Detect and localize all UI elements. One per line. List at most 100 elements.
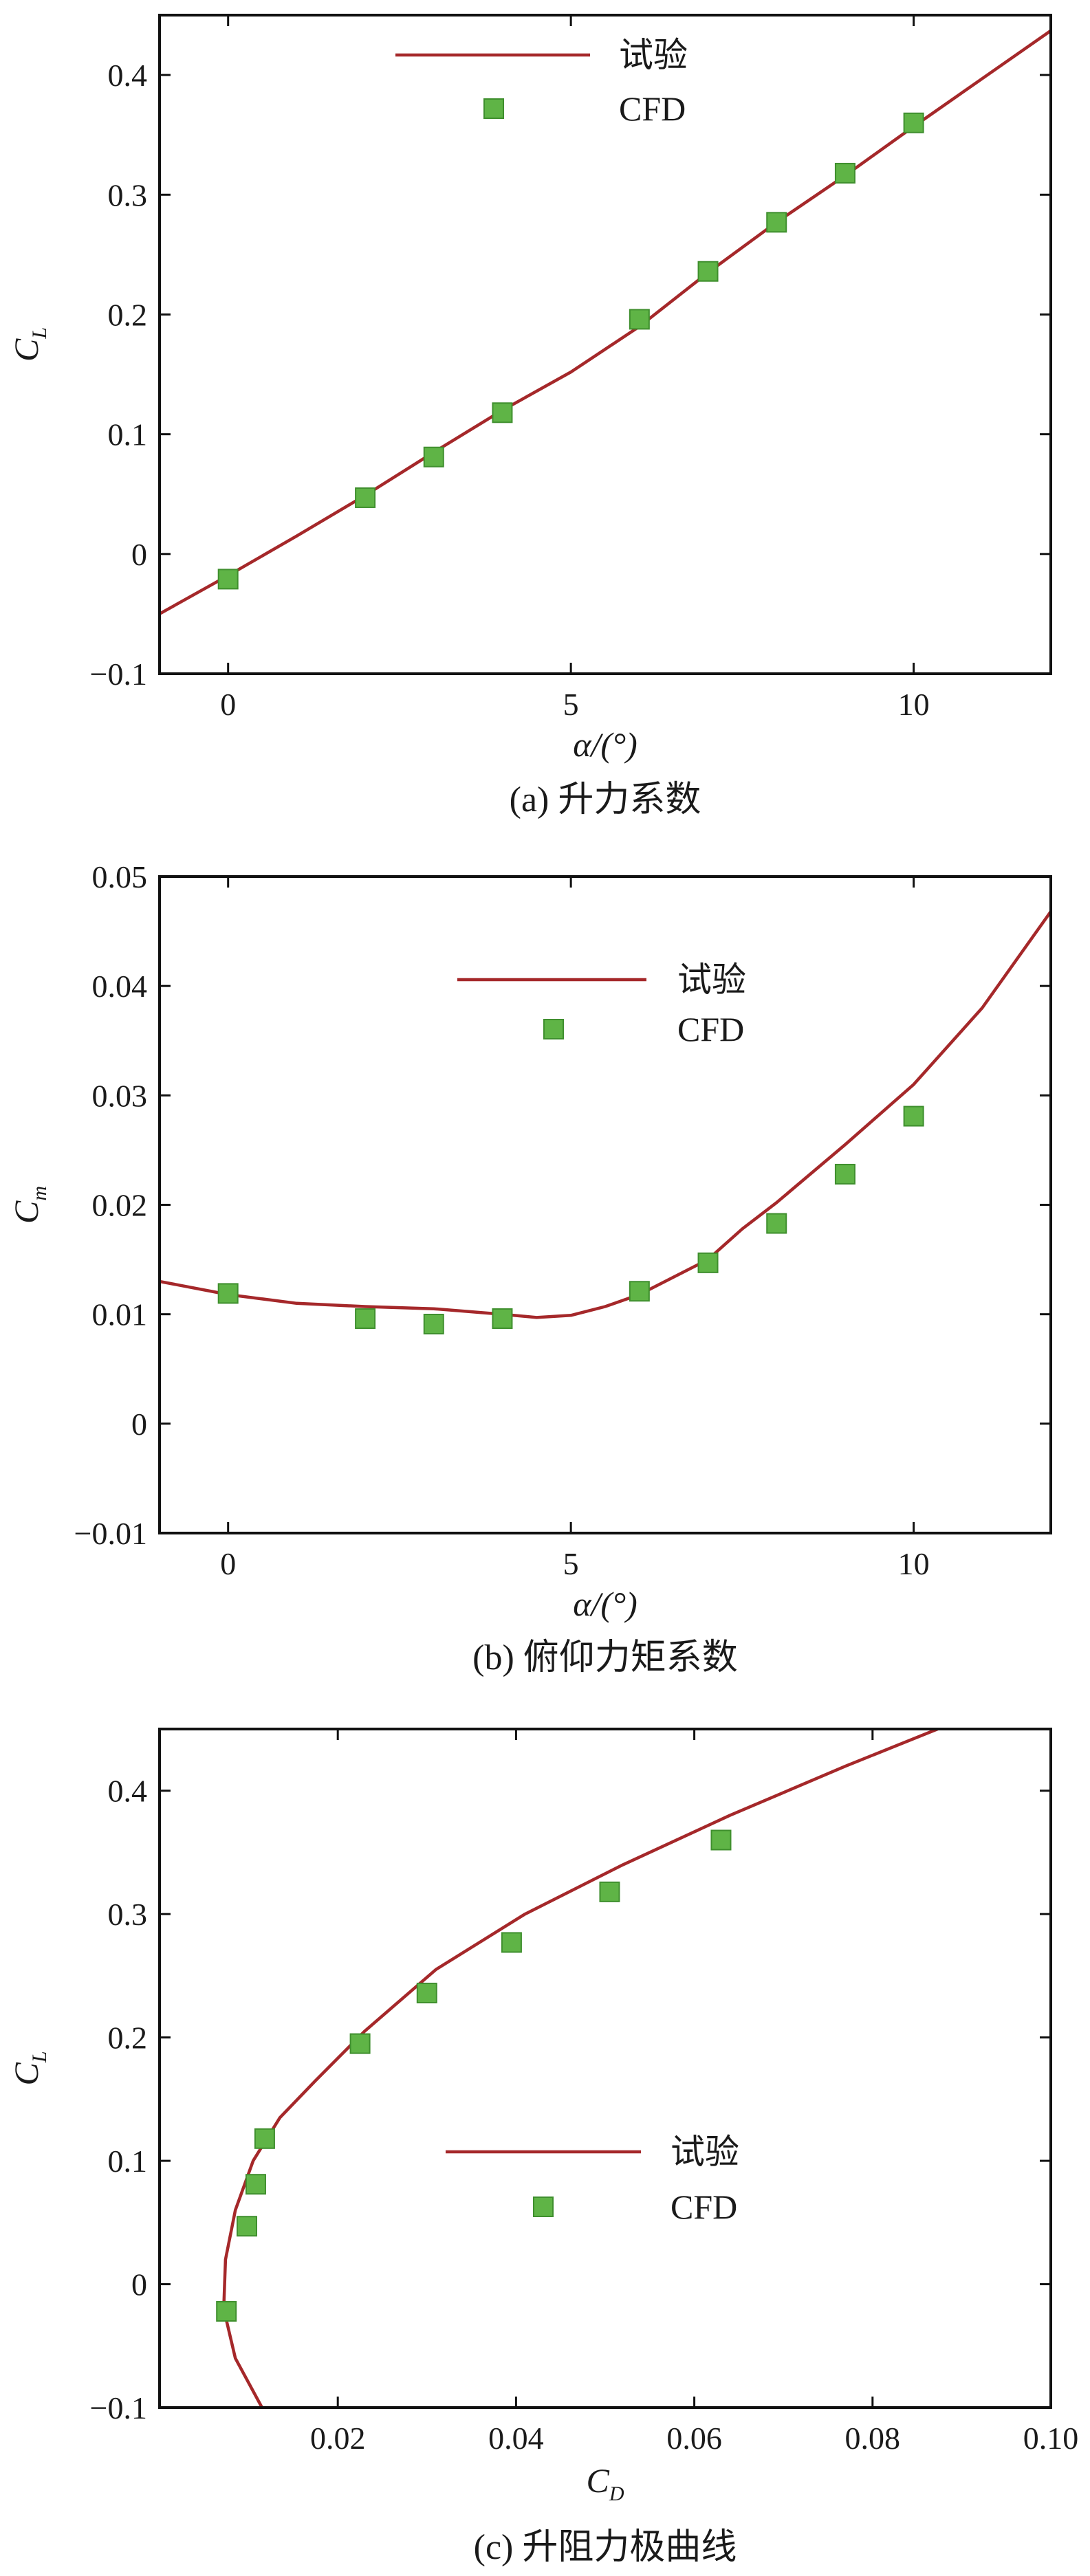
cfd-point bbox=[834, 1163, 855, 1185]
y-axis-label-sub: L bbox=[28, 2051, 51, 2063]
y-tick-label: 0.1 bbox=[108, 417, 148, 452]
x-axis-label-main: C bbox=[586, 2461, 609, 2500]
y-tick-label: 0.4 bbox=[108, 58, 148, 93]
x-tick-label: 0.08 bbox=[845, 2421, 901, 2456]
y-axis-label-text: Cm bbox=[7, 1186, 51, 1224]
cfd-point bbox=[254, 2128, 275, 2149]
y-tick-label: 0.3 bbox=[108, 177, 148, 212]
y-tick-label: 0.04 bbox=[92, 969, 148, 1004]
legend-marker-swatch bbox=[483, 98, 504, 119]
legend-label-cfd: CFD bbox=[671, 2188, 737, 2226]
legend-marker-swatch bbox=[543, 1019, 564, 1039]
y-axis-label: Cm bbox=[7, 1186, 51, 1224]
plot-frame bbox=[158, 875, 1052, 1534]
cfd-point bbox=[423, 446, 444, 467]
y-axis-label-text: CL bbox=[7, 327, 51, 362]
cfd-point bbox=[349, 2033, 371, 2054]
plot-area bbox=[216, 1729, 942, 2408]
x-axis-label: α/(°) bbox=[573, 725, 637, 764]
cfd-point bbox=[834, 162, 855, 184]
y-tick-label: 0.01 bbox=[92, 1297, 148, 1332]
cfd-point bbox=[423, 1313, 444, 1334]
cfd-point bbox=[492, 1308, 513, 1330]
y-tick-label: −0.01 bbox=[74, 1516, 147, 1551]
panel-caption: (a) 升力系数 bbox=[510, 780, 701, 819]
x-tick-label: 10 bbox=[898, 1546, 930, 1581]
x-tick-label: 5 bbox=[563, 687, 579, 722]
y-tick-label: 0.03 bbox=[92, 1078, 148, 1113]
x-axis-label-text: CD bbox=[586, 2461, 624, 2505]
panel-a-lift-coefficient: 0 5 10 −0.1 0 0.1 0.2 0.3 0.4 试验 CFD α/(°) CL (a) 升力系… bbox=[7, 14, 1052, 819]
y-tick-label: 0.2 bbox=[108, 297, 148, 332]
cfd-point bbox=[216, 2301, 237, 2322]
cfd-point bbox=[599, 1881, 620, 1902]
y-tick-label: −0.1 bbox=[90, 657, 147, 692]
x-tick-label: 5 bbox=[563, 1546, 579, 1581]
x-tick-label: 0 bbox=[220, 687, 236, 722]
plot-area bbox=[160, 29, 1051, 616]
cfd-point bbox=[766, 212, 787, 233]
cfd-point bbox=[697, 261, 719, 282]
y-axis-label-main: C bbox=[7, 2062, 45, 2086]
cfd-point bbox=[766, 1213, 787, 1234]
x-tick-label: 0 bbox=[220, 1546, 236, 1581]
cfd-point bbox=[355, 1308, 376, 1330]
y-axis-label-text: CL bbox=[7, 2051, 51, 2085]
panel-caption: (c) 升阻力极曲线 bbox=[474, 2528, 737, 2567]
x-axis-label: α/(°) bbox=[573, 1585, 637, 1623]
y-tick-label: 0.4 bbox=[108, 1774, 148, 1809]
y-tick-label: 0.3 bbox=[108, 1897, 148, 1932]
x-axis-label: CD bbox=[586, 2461, 624, 2505]
cfd-point bbox=[237, 2216, 258, 2237]
panel-c-drag-polar: 0.02 0.04 0.06 0.08 0.10 −0.1 0 0.1 0.2 0.3 0.4 试验 C… bbox=[7, 1728, 1079, 2567]
legend: 试验 CFD bbox=[395, 36, 688, 128]
y-tick-label: 0.1 bbox=[108, 2144, 148, 2179]
legend-marker-swatch bbox=[533, 2197, 554, 2217]
y-axis-label: CL bbox=[7, 2051, 51, 2085]
y-tick-label: −0.1 bbox=[90, 2390, 147, 2425]
panel-caption: (b) 俯仰力矩系数 bbox=[472, 1638, 738, 1677]
plot-area bbox=[160, 910, 1051, 1334]
x-tick-label: 0.04 bbox=[488, 2421, 544, 2456]
plot-frame bbox=[158, 1728, 1052, 2409]
series-line-experiment bbox=[160, 29, 1051, 616]
panel-b-pitching-moment-coefficient: 0 5 10 −0.01 0 0.01 0.02 0.03 0.04 0.05 试验 CFD α/(°)… bbox=[7, 859, 1052, 1677]
cfd-point bbox=[629, 1281, 650, 1302]
y-tick-label: 0.02 bbox=[92, 1188, 148, 1223]
cfd-point bbox=[710, 1829, 732, 1851]
y-axis-label-main: C bbox=[7, 338, 45, 362]
y-axis-label-sub: L bbox=[28, 327, 51, 340]
y-axis-label: CL bbox=[7, 327, 51, 362]
legend: 试验 CFD bbox=[457, 960, 746, 1048]
cfd-point bbox=[903, 1105, 924, 1127]
cfd-point bbox=[629, 309, 650, 330]
legend-label-cfd: CFD bbox=[619, 89, 686, 128]
cfd-point bbox=[416, 1983, 437, 2004]
y-tick-label: 0.05 bbox=[92, 859, 148, 894]
y-tick-label: 0 bbox=[131, 2267, 147, 2302]
legend: 试验 CFD bbox=[446, 2133, 739, 2226]
x-tick-label: 0.10 bbox=[1023, 2421, 1079, 2456]
y-tick-label: 0 bbox=[131, 1407, 147, 1442]
series-line-experiment bbox=[160, 910, 1051, 1319]
cfd-point bbox=[501, 1932, 522, 1953]
cfd-point bbox=[355, 487, 376, 508]
series-line-experiment bbox=[222, 1729, 942, 2408]
legend-label-cfd: CFD bbox=[677, 1010, 744, 1048]
cfd-point bbox=[217, 1283, 239, 1304]
cfd-point bbox=[903, 112, 924, 133]
cfd-point bbox=[245, 2174, 266, 2195]
y-tick-label: 0.2 bbox=[108, 2021, 148, 2056]
x-axis-label-sub: D bbox=[609, 2483, 624, 2505]
legend-label-experiment: 试验 bbox=[619, 36, 688, 74]
cfd-point bbox=[697, 1252, 719, 1273]
plot-frame bbox=[158, 14, 1052, 675]
y-tick-label: 0 bbox=[131, 537, 147, 572]
x-tick-label: 10 bbox=[898, 687, 930, 722]
cfd-point bbox=[217, 569, 239, 590]
x-tick-label: 0.02 bbox=[310, 2421, 366, 2456]
legend-label-experiment: 试验 bbox=[671, 2133, 739, 2171]
x-tick-label: 0.06 bbox=[666, 2421, 722, 2456]
legend-label-experiment: 试验 bbox=[677, 960, 746, 999]
